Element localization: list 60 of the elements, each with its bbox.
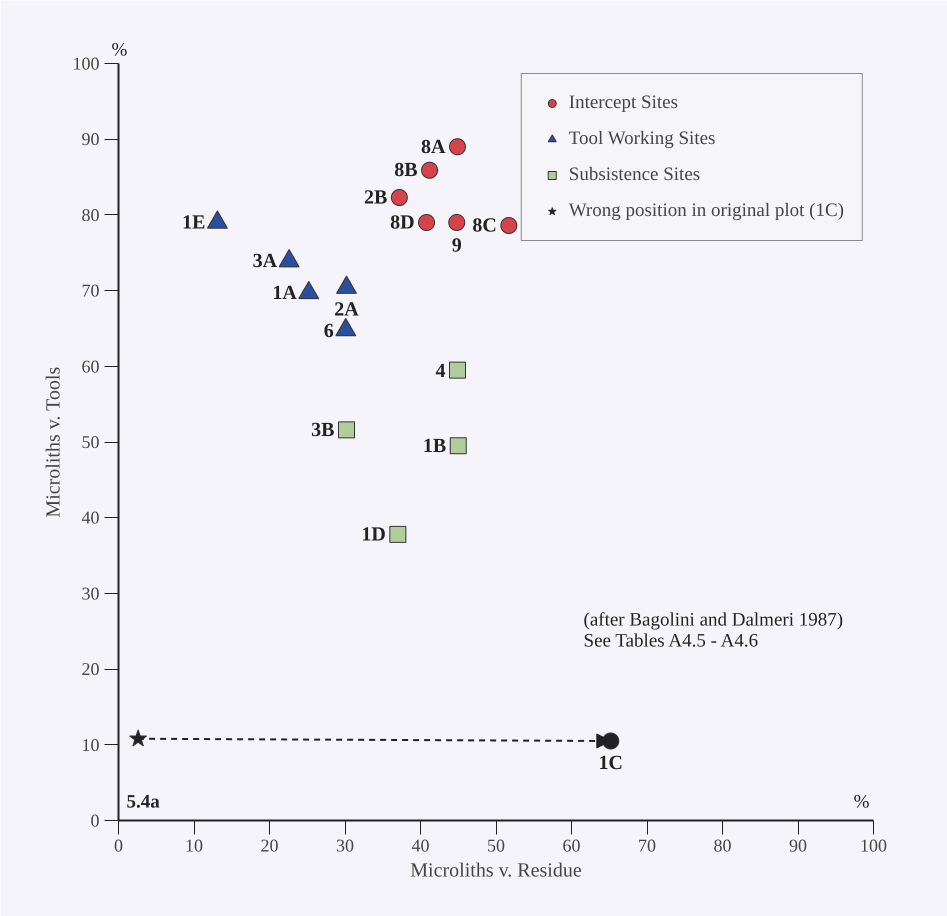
- point: [421, 162, 438, 179]
- text: %: [112, 40, 128, 60]
- x-tick-label: 0: [114, 836, 123, 856]
- point: [418, 214, 436, 231]
- x-tick-label: 90: [789, 836, 807, 856]
- x-axis-title: Microliths v. Residue: [410, 860, 582, 882]
- x-tick-label: 60: [562, 836, 580, 856]
- x-tick-label: 70: [638, 836, 656, 856]
- y-tick-label: 30: [82, 583, 100, 604]
- point: [390, 189, 408, 206]
- annotation: %: [854, 792, 870, 812]
- annotation: 2A: [334, 298, 360, 321]
- y-tick-label: 90: [82, 129, 100, 150]
- annotation: 8D: [390, 211, 415, 234]
- point: [450, 437, 467, 454]
- y-tick-label: 80: [82, 204, 100, 225]
- x-tick-label: 40: [412, 836, 430, 856]
- annotation: 1B: [422, 434, 446, 457]
- y-tick-label: 100: [72, 54, 100, 74]
- y-tick-label: 70: [82, 280, 100, 301]
- x-tick-label: 50: [487, 836, 505, 856]
- y-tick-label: 0: [90, 810, 100, 830]
- annotation: 3A: [252, 250, 278, 272]
- legend-label: Subsistence Sites: [568, 164, 702, 186]
- annotation: (after Bagolini and Dalmeri 1987): [584, 610, 844, 630]
- y-tick-label: 40: [82, 508, 100, 528]
- annotation: 2B: [364, 186, 388, 208]
- x-tick-label: 20: [260, 836, 278, 856]
- x-tick-label: 100: [860, 836, 887, 856]
- annotation: See Tables A4.5 - A4.6: [584, 630, 758, 652]
- annotation: 1A: [272, 282, 298, 304]
- annotation: 6: [324, 320, 334, 342]
- annotation: 9: [452, 234, 462, 256]
- annotation: 8A: [421, 136, 446, 158]
- annotation: 1D: [361, 523, 386, 546]
- x-tick-label: 10: [185, 836, 203, 856]
- annotation: 3B: [311, 418, 335, 441]
- x-tick-label: 30: [336, 836, 354, 856]
- legend-label: Intercept Sites: [568, 92, 679, 114]
- y-tick-label: 60: [82, 356, 100, 376]
- annotation: 5.4a: [126, 792, 160, 812]
- point: [448, 214, 466, 231]
- annotation: 8C: [472, 214, 497, 236]
- y-axis-title: Microliths v. Tools: [42, 366, 64, 518]
- y-tick-label: 20: [82, 659, 100, 680]
- point: [129, 729, 148, 747]
- x-tick-label: 80: [714, 836, 732, 856]
- point: [448, 138, 466, 156]
- y-tick-label: 50: [82, 432, 100, 452]
- y-tick-label: 10: [82, 734, 100, 755]
- point: [448, 362, 466, 379]
- point: [389, 526, 406, 543]
- annotation: 1E: [182, 211, 206, 234]
- legend-label: Tool Working Sites: [568, 128, 716, 150]
- annotation: 4: [435, 360, 446, 382]
- legend-label: Wrong position in original plot (1C): [568, 200, 844, 222]
- annotation: 8B: [394, 159, 418, 182]
- point: [338, 421, 356, 438]
- point: [500, 217, 518, 234]
- annotation: 1C: [598, 752, 623, 774]
